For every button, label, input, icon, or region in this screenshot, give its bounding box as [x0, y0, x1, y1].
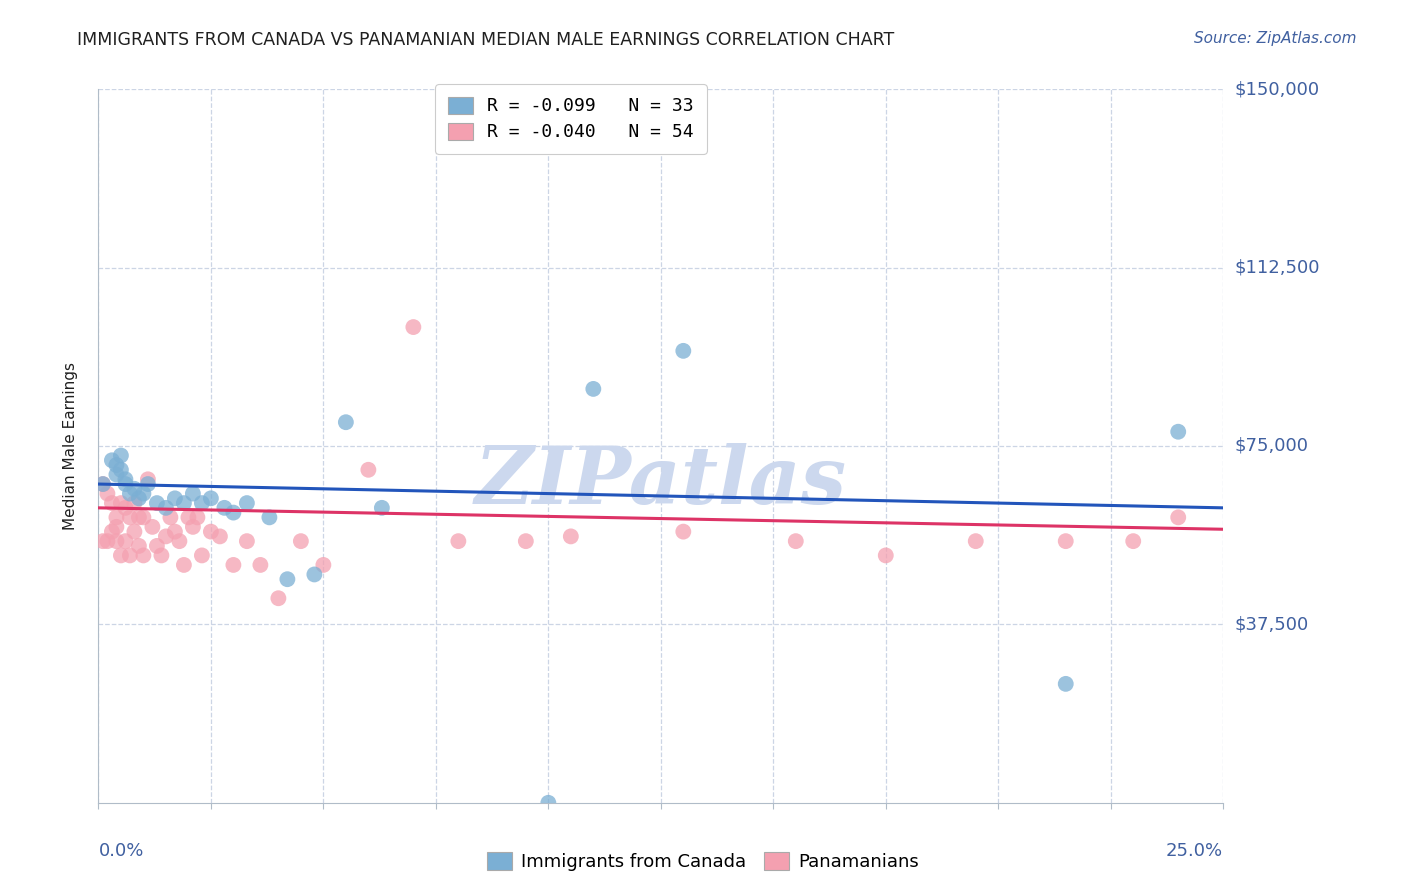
Point — [105, 520, 128, 534]
Point — [163, 524, 186, 539]
Point — [132, 549, 155, 563]
Point — [114, 500, 136, 515]
Point — [136, 472, 159, 486]
Point — [114, 534, 136, 549]
Point — [249, 558, 271, 572]
Point — [304, 567, 326, 582]
Point — [118, 510, 141, 524]
Point — [177, 510, 200, 524]
Point — [105, 458, 128, 472]
Point — [136, 477, 159, 491]
Point — [110, 463, 132, 477]
Point — [191, 496, 214, 510]
Text: $37,500: $37,500 — [1234, 615, 1309, 633]
Point — [1054, 677, 1077, 691]
Point — [110, 496, 132, 510]
Point — [105, 467, 128, 482]
Point — [181, 486, 204, 500]
Text: $75,000: $75,000 — [1234, 437, 1309, 455]
Point — [128, 491, 150, 506]
Point — [96, 486, 118, 500]
Point — [672, 524, 695, 539]
Point — [173, 496, 195, 510]
Point — [191, 549, 214, 563]
Point — [312, 558, 335, 572]
Point — [91, 477, 114, 491]
Point — [267, 591, 290, 606]
Point — [200, 524, 222, 539]
Point — [236, 496, 259, 510]
Point — [1122, 534, 1144, 549]
Point — [146, 496, 169, 510]
Point — [357, 463, 380, 477]
Point — [146, 539, 169, 553]
Point — [132, 486, 155, 500]
Point — [259, 510, 281, 524]
Point — [371, 500, 394, 515]
Point — [447, 534, 470, 549]
Point — [186, 510, 208, 524]
Point — [155, 500, 177, 515]
Point — [128, 539, 150, 553]
Point — [159, 510, 181, 524]
Point — [141, 520, 163, 534]
Point — [214, 500, 236, 515]
Point — [173, 558, 195, 572]
Point — [402, 320, 425, 334]
Text: $150,000: $150,000 — [1234, 80, 1319, 98]
Point — [582, 382, 605, 396]
Point — [181, 520, 204, 534]
Point — [537, 796, 560, 810]
Point — [875, 549, 897, 563]
Point — [132, 510, 155, 524]
Point — [163, 491, 186, 506]
Point — [290, 534, 312, 549]
Point — [208, 529, 231, 543]
Point — [150, 549, 173, 563]
Text: 25.0%: 25.0% — [1166, 842, 1223, 860]
Point — [110, 549, 132, 563]
Point — [672, 343, 695, 358]
Point — [118, 486, 141, 500]
Point — [1167, 510, 1189, 524]
Point — [91, 534, 114, 549]
Legend: Immigrants from Canada, Panamanians: Immigrants from Canada, Panamanians — [479, 846, 927, 879]
Point — [91, 477, 114, 491]
Point — [101, 524, 124, 539]
Point — [515, 534, 537, 549]
Point — [236, 534, 259, 549]
Point — [1054, 534, 1077, 549]
Point — [110, 449, 132, 463]
Point — [124, 524, 146, 539]
Point — [96, 534, 118, 549]
Text: IMMIGRANTS FROM CANADA VS PANAMANIAN MEDIAN MALE EARNINGS CORRELATION CHART: IMMIGRANTS FROM CANADA VS PANAMANIAN MED… — [77, 31, 894, 49]
Point — [101, 496, 124, 510]
Text: 0.0%: 0.0% — [98, 842, 143, 860]
Point — [114, 477, 136, 491]
Point — [169, 534, 191, 549]
Y-axis label: Median Male Earnings: Median Male Earnings — [63, 362, 77, 530]
Point — [335, 415, 357, 429]
Point — [222, 558, 245, 572]
Point — [222, 506, 245, 520]
Point — [124, 482, 146, 496]
Point — [114, 472, 136, 486]
Text: Source: ZipAtlas.com: Source: ZipAtlas.com — [1194, 31, 1357, 46]
Point — [560, 529, 582, 543]
Point — [105, 510, 128, 524]
Point — [785, 534, 807, 549]
Text: $112,500: $112,500 — [1234, 259, 1320, 277]
Point — [101, 453, 124, 467]
Point — [200, 491, 222, 506]
Point — [118, 549, 141, 563]
Point — [124, 496, 146, 510]
Point — [105, 534, 128, 549]
Legend: R = -0.099   N = 33, R = -0.040   N = 54: R = -0.099 N = 33, R = -0.040 N = 54 — [434, 84, 707, 154]
Point — [128, 510, 150, 524]
Point — [155, 529, 177, 543]
Point — [965, 534, 987, 549]
Text: ZIPatlas: ZIPatlas — [475, 443, 846, 520]
Point — [276, 572, 298, 586]
Point — [1167, 425, 1189, 439]
